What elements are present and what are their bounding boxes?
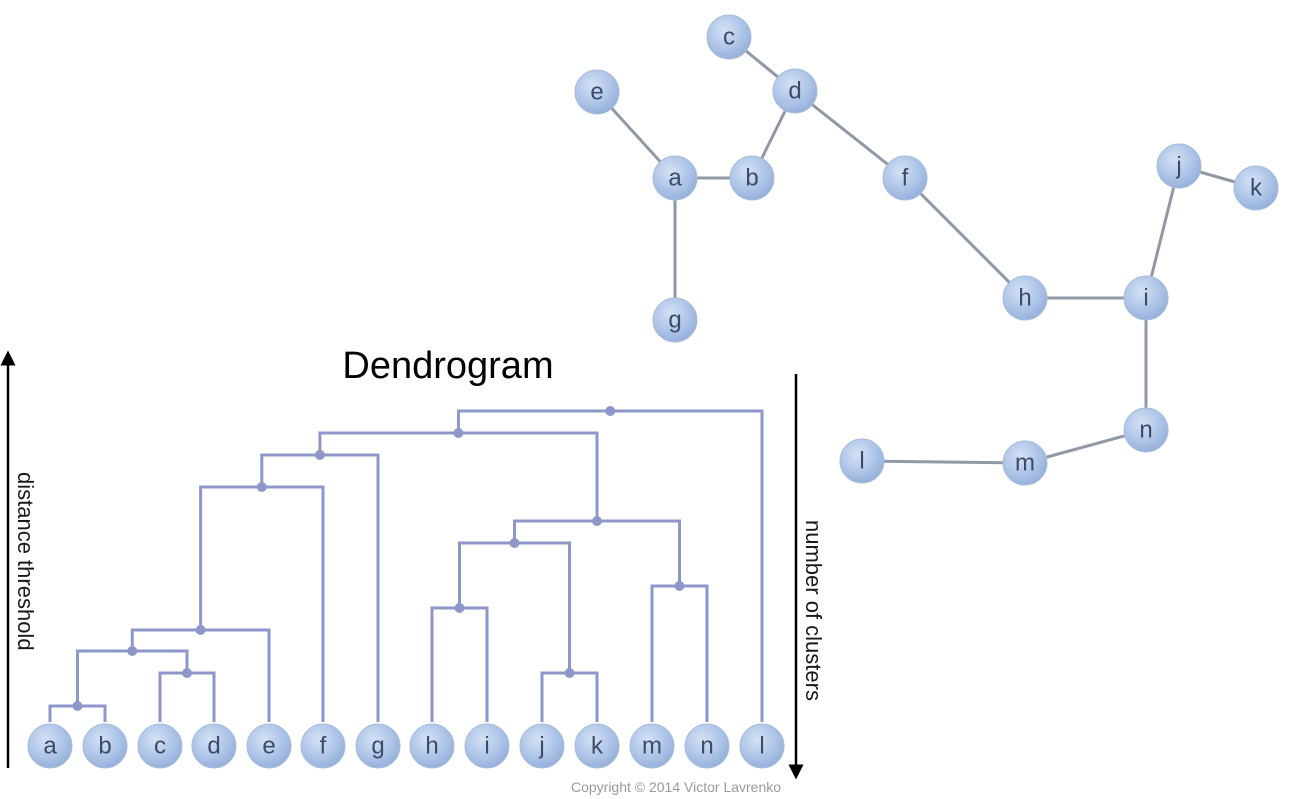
graph-node-h: h — [1002, 275, 1048, 321]
dendrogram-leaf-h: h — [409, 723, 455, 769]
graph-node-e: e — [574, 69, 620, 115]
graph-node-b: b — [729, 155, 775, 201]
dendrogram-link-abcdef-g — [260, 453, 380, 722]
dendrogram-link-ab-cd — [76, 649, 189, 706]
dendrogram-leaf-label: e — [262, 733, 275, 760]
graph-node-label: i — [1143, 285, 1148, 312]
dendrogram-link-abcdefg-hijkmn — [318, 431, 599, 521]
dendrogram-leaf-label: n — [700, 733, 713, 760]
dendrogram-leaf-label: c — [154, 733, 166, 760]
graph-node-label: m — [1015, 450, 1035, 477]
dendrogram-junction-abcdefghijkmnl — [605, 406, 616, 416]
graph-node-label: d — [788, 78, 801, 105]
graph-node-label: g — [668, 307, 681, 334]
graph-node-i: i — [1123, 275, 1169, 321]
graph-node-d: d — [772, 68, 818, 114]
graph-node-l: l — [839, 438, 885, 484]
graph-edge-i-j — [1144, 164, 1181, 300]
dendrogram-link-m-n — [650, 584, 709, 722]
graph-node-n: n — [1123, 407, 1169, 453]
graph-edge-f-h — [903, 176, 1027, 300]
dendrogram-leaf-label: g — [371, 733, 384, 760]
graph-node-label: h — [1018, 285, 1031, 312]
graph-node-label: k — [1250, 175, 1263, 202]
dendrogram-links — [48, 406, 764, 722]
dendrogram-leaf-d: d — [191, 723, 237, 769]
graph-nodes: c d e a b f g j k h i n l m — [574, 14, 1279, 486]
dendrogram-leaf-label: d — [207, 733, 220, 760]
graph-edge-d-f — [793, 89, 907, 180]
graph-edge-m-l — [860, 459, 1027, 465]
dendrogram-leaf-label: h — [425, 733, 438, 760]
dendrogram-leaf-j: j — [519, 723, 565, 769]
number-of-clusters-label: number of clusters — [801, 520, 826, 701]
dendrogram-link-c-d — [158, 671, 216, 722]
dendrogram-leaf-n: n — [684, 723, 730, 769]
dendrogram-link-hijk-mn — [513, 519, 681, 586]
dendrogram-link-h-i — [430, 606, 489, 722]
graph-node-f: f — [882, 155, 928, 201]
dendrogram-leaf-a: a — [27, 723, 73, 769]
graph-node-c: c — [706, 14, 752, 60]
graph-node-label: c — [723, 24, 735, 51]
dendrogram-leaf-label: m — [642, 733, 662, 760]
dendrogram-leaf-g: g — [355, 723, 401, 769]
graph-node-k: k — [1233, 165, 1279, 211]
dendrogram-leaf-f: f — [300, 723, 346, 769]
graph-node-label: f — [902, 165, 909, 192]
dendrogram-leaf-m: m — [629, 723, 675, 769]
dendrogram-leaf-label: j — [538, 733, 544, 760]
dendrogram-title: Dendrogram — [342, 345, 553, 387]
graph-node-label: j — [1175, 153, 1181, 180]
dendrogram-leaf-c: c — [137, 723, 183, 769]
dendrogram-link-abcd-e — [130, 628, 271, 722]
dendrogram-leaf-e: e — [246, 723, 292, 769]
dendrogram-link-abcde-f — [199, 485, 325, 722]
graph-node-j: j — [1156, 143, 1202, 189]
copyright-notice: Copyright © 2014 Victor Lavrenko — [571, 779, 781, 795]
graph-node-label: a — [668, 165, 682, 192]
dendrogram-leaf-label: f — [320, 733, 327, 760]
graph-node-label: n — [1139, 417, 1152, 444]
dendrogram-leaf-b: b — [82, 723, 128, 769]
dendrogram-leaf-label: i — [484, 733, 489, 760]
graph-node-a: a — [652, 155, 698, 201]
graph-node-g: g — [652, 297, 698, 343]
dendrogram-link-j-k — [540, 671, 599, 722]
dendrogram-leaf-label: l — [759, 733, 764, 760]
graph-node-label: b — [745, 165, 758, 192]
dendrogram-leaf-k: k — [574, 723, 620, 769]
graph-node-m: m — [1002, 440, 1048, 486]
graph-edges — [595, 35, 1258, 465]
graph-node-label: l — [859, 448, 864, 475]
dendrogram-leaf-label: b — [98, 733, 111, 760]
dendrogram-leaf-i: i — [464, 723, 510, 769]
distance-threshold-label: distance threshold — [13, 472, 38, 651]
dendrogram-leaf-l: l — [739, 723, 785, 769]
dendrogram-leaf-label: k — [591, 733, 604, 760]
dendrogram-leaf-label: a — [43, 733, 57, 760]
dendrogram-link-abcdefghijkmn-l — [456, 409, 764, 722]
graph-node-label: e — [590, 79, 603, 106]
